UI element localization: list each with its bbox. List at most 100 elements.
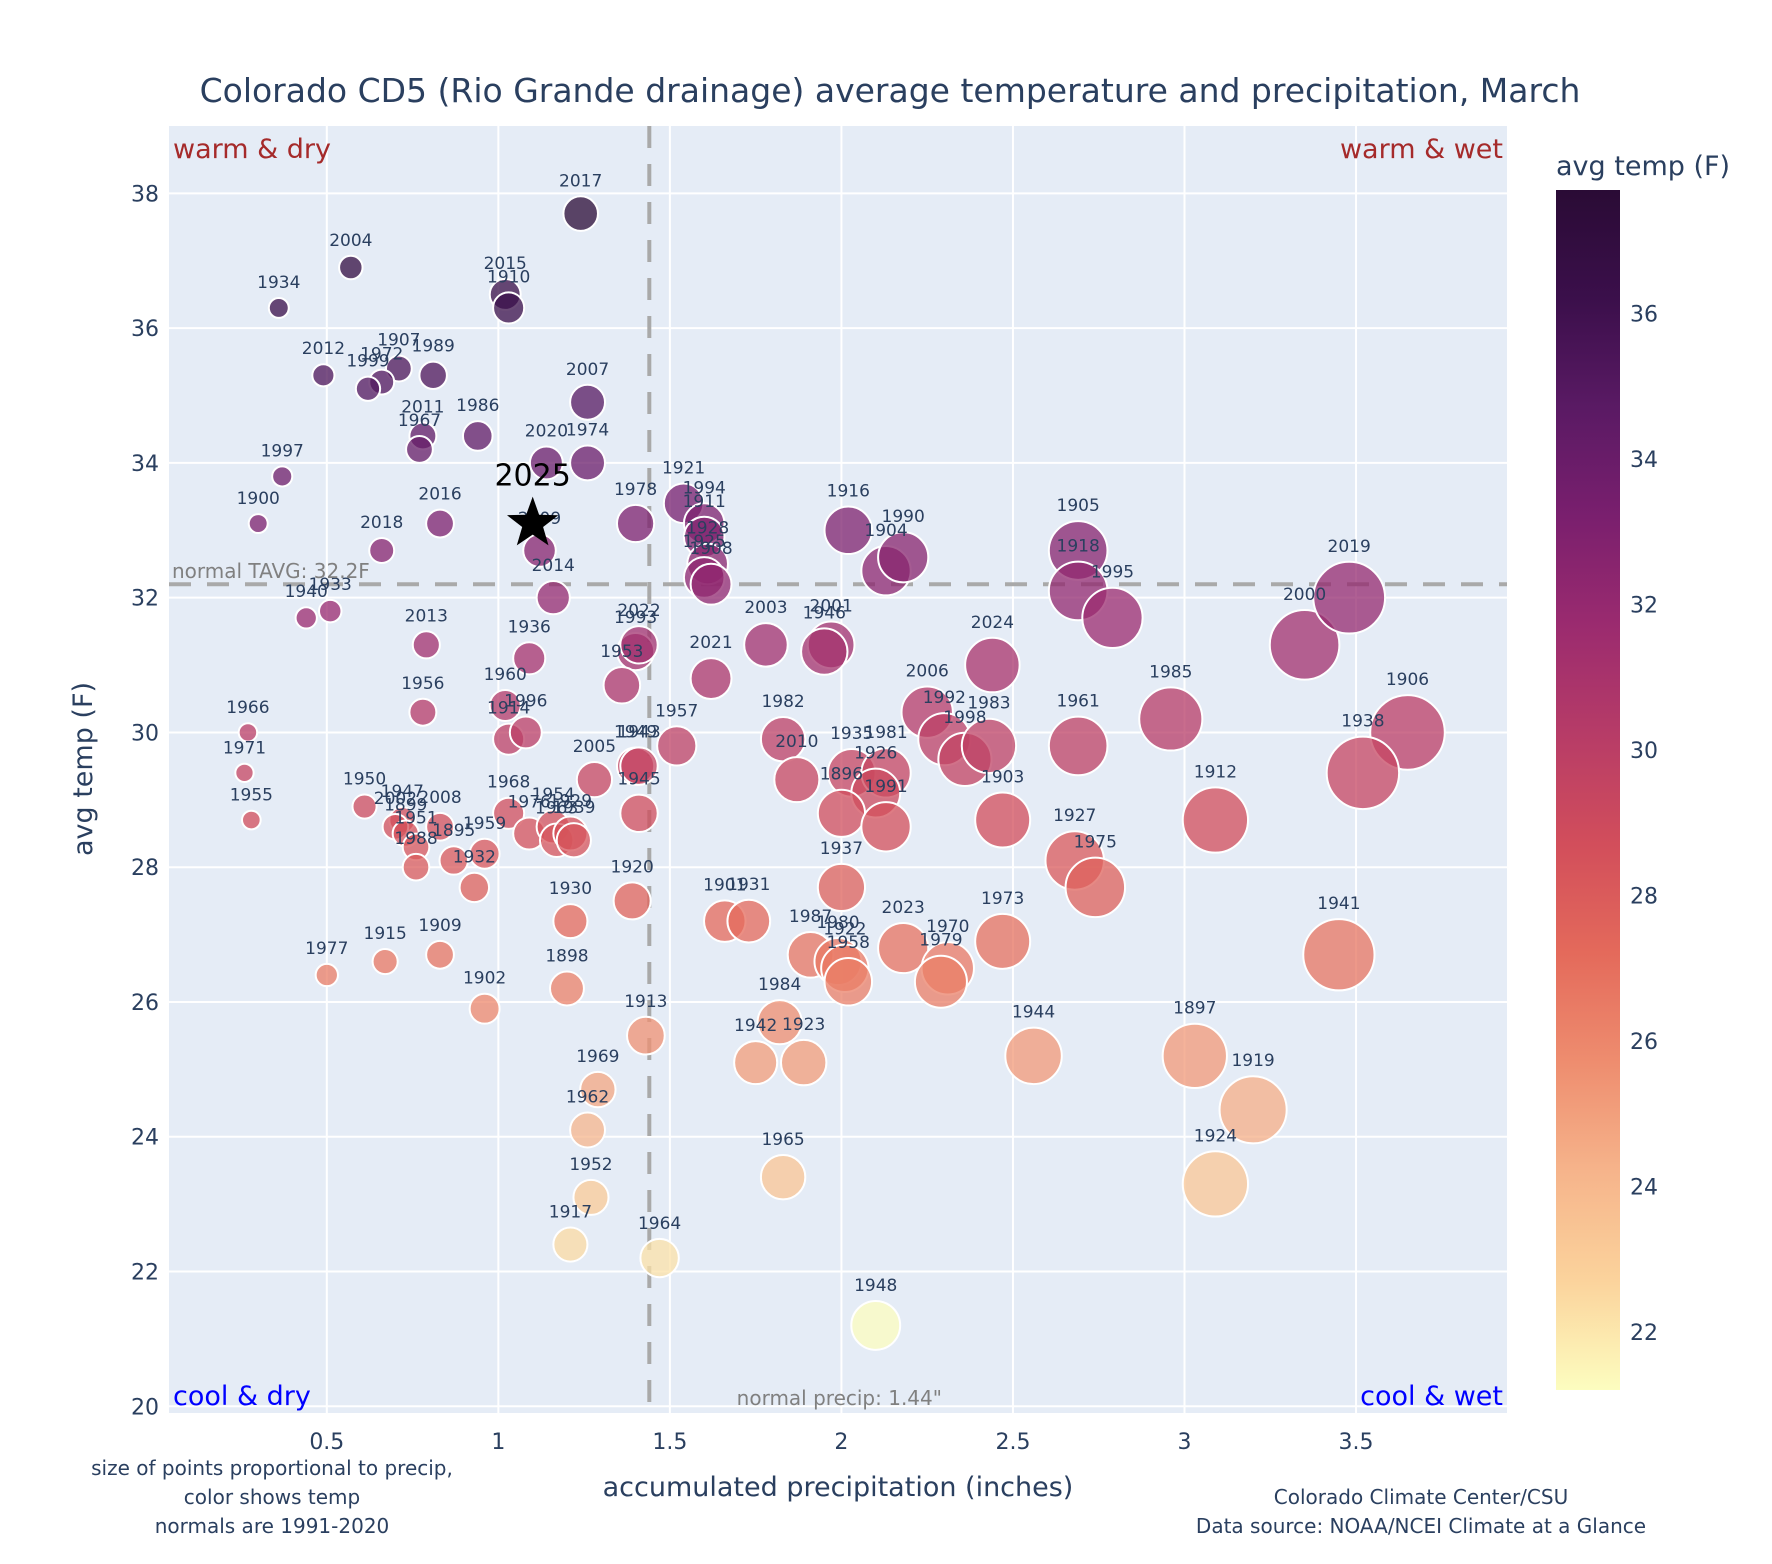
data-point xyxy=(1181,1150,1250,1218)
data-point xyxy=(314,962,339,988)
point-label: 1985 xyxy=(1149,662,1192,682)
data-point xyxy=(488,689,522,722)
data-point xyxy=(602,665,642,705)
data-point xyxy=(458,871,491,904)
point-label: 1964 xyxy=(638,1214,681,1234)
reference-lines xyxy=(169,126,1507,1413)
colorbar-tick-label: 26 xyxy=(1630,1030,1658,1055)
point-label: 1940 xyxy=(285,582,328,602)
y-tick-label: 26 xyxy=(131,991,159,1016)
data-point xyxy=(318,598,343,624)
x-tick-label: 0.5 xyxy=(309,1430,344,1455)
point-label: 2010 xyxy=(775,732,818,752)
y-tick-label: 38 xyxy=(131,182,159,207)
point-label: 1981 xyxy=(864,723,907,743)
point-label: 1951 xyxy=(394,809,437,829)
point-label: 1912 xyxy=(1194,762,1237,782)
data-point xyxy=(619,793,659,834)
data-point xyxy=(626,1015,666,1056)
data-point xyxy=(1302,918,1376,992)
data-point xyxy=(401,852,431,882)
point-label: 2021 xyxy=(689,633,732,653)
data-point xyxy=(816,788,867,838)
point-label: 1927 xyxy=(1053,806,1096,826)
data-point xyxy=(555,822,592,859)
point-label: 1965 xyxy=(761,1130,804,1150)
data-point xyxy=(850,1299,902,1351)
point-label: 1897 xyxy=(1173,999,1216,1019)
y-axis-label: avg temp (F) xyxy=(68,682,99,856)
data-point xyxy=(354,375,382,402)
point-label: 2024 xyxy=(971,613,1014,633)
data-point xyxy=(1268,609,1341,681)
data-point xyxy=(726,898,772,944)
point-label: 1998 xyxy=(943,708,986,728)
data-point xyxy=(913,954,968,1009)
point-label: 1907 xyxy=(377,331,420,351)
point-label: 1984 xyxy=(758,975,801,995)
data-point xyxy=(411,630,441,660)
point-label: 1972 xyxy=(360,345,403,365)
x-axis-label: accumulated precipitation (inches) xyxy=(603,1472,1074,1503)
data-point xyxy=(569,383,607,421)
point-label: 2001 xyxy=(810,596,853,616)
data-point xyxy=(860,801,912,853)
point-label: 1939 xyxy=(552,798,595,818)
data-point xyxy=(569,444,607,482)
point-label: 1915 xyxy=(364,924,407,944)
data-point xyxy=(1218,1075,1288,1145)
point-label: 1903 xyxy=(981,768,1024,788)
colorbar-tick-label: 30 xyxy=(1630,739,1658,764)
point-label: 1949 xyxy=(614,723,657,743)
x-tick-label: 2.5 xyxy=(995,1430,1030,1455)
data-point xyxy=(780,1038,828,1087)
data-point xyxy=(656,725,698,767)
colorbar-tick-label: 24 xyxy=(1630,1175,1658,1200)
data-point xyxy=(639,1237,680,1279)
data-point xyxy=(964,636,1021,694)
point-label: 1932 xyxy=(453,848,496,868)
point-label: 1954 xyxy=(532,785,575,805)
data-point xyxy=(612,881,652,921)
point-label: 1935 xyxy=(830,724,873,744)
point-label: 1926 xyxy=(854,744,897,764)
point-label: 1968 xyxy=(487,773,530,793)
y-axis-ticks: 20 22 24 26 28 30 32 34 36 38 xyxy=(131,182,159,1420)
point-label: 2002 xyxy=(374,789,417,809)
point-label: 1945 xyxy=(617,770,660,790)
data-point xyxy=(552,903,589,940)
footnote-line: size of points proportional to precip, xyxy=(91,1456,453,1480)
point-label: 1952 xyxy=(569,1155,612,1175)
point-label: 1957 xyxy=(655,701,698,721)
data-point xyxy=(528,445,564,481)
y-tick-label: 28 xyxy=(131,856,159,881)
data-point xyxy=(1181,786,1250,854)
point-label: 1978 xyxy=(614,480,657,500)
y-tick-label: 22 xyxy=(131,1260,159,1285)
data-point xyxy=(960,717,1018,775)
point-label: 1967 xyxy=(398,411,441,431)
point-label: 1979 xyxy=(919,931,962,951)
point-label: 2004 xyxy=(329,231,372,251)
point-label: 1960 xyxy=(484,665,527,685)
point-label: 1898 xyxy=(545,947,588,967)
colorbar-title: avg temp (F) xyxy=(1556,151,1730,182)
point-label: 1947 xyxy=(381,782,424,802)
data-point xyxy=(572,1178,610,1216)
data-point xyxy=(569,1111,607,1149)
data-point xyxy=(756,999,803,1046)
point-label: 1922 xyxy=(823,920,866,940)
point-label: 2019 xyxy=(1328,537,1371,557)
data-point xyxy=(492,796,526,830)
data-point xyxy=(1138,686,1204,752)
data-point xyxy=(408,697,438,727)
point-label: 1936 xyxy=(508,617,551,637)
point-label: 1938 xyxy=(1341,712,1384,732)
quadrant-label-cool-wet: cool & wet xyxy=(1360,1381,1503,1412)
point-label: 1996 xyxy=(504,691,547,711)
colorbar-tick-label: 32 xyxy=(1630,594,1658,619)
point-label: 1963 xyxy=(535,799,578,819)
colorbar xyxy=(1556,190,1620,1390)
point-label: 1994 xyxy=(683,478,726,498)
data-point xyxy=(234,762,255,784)
